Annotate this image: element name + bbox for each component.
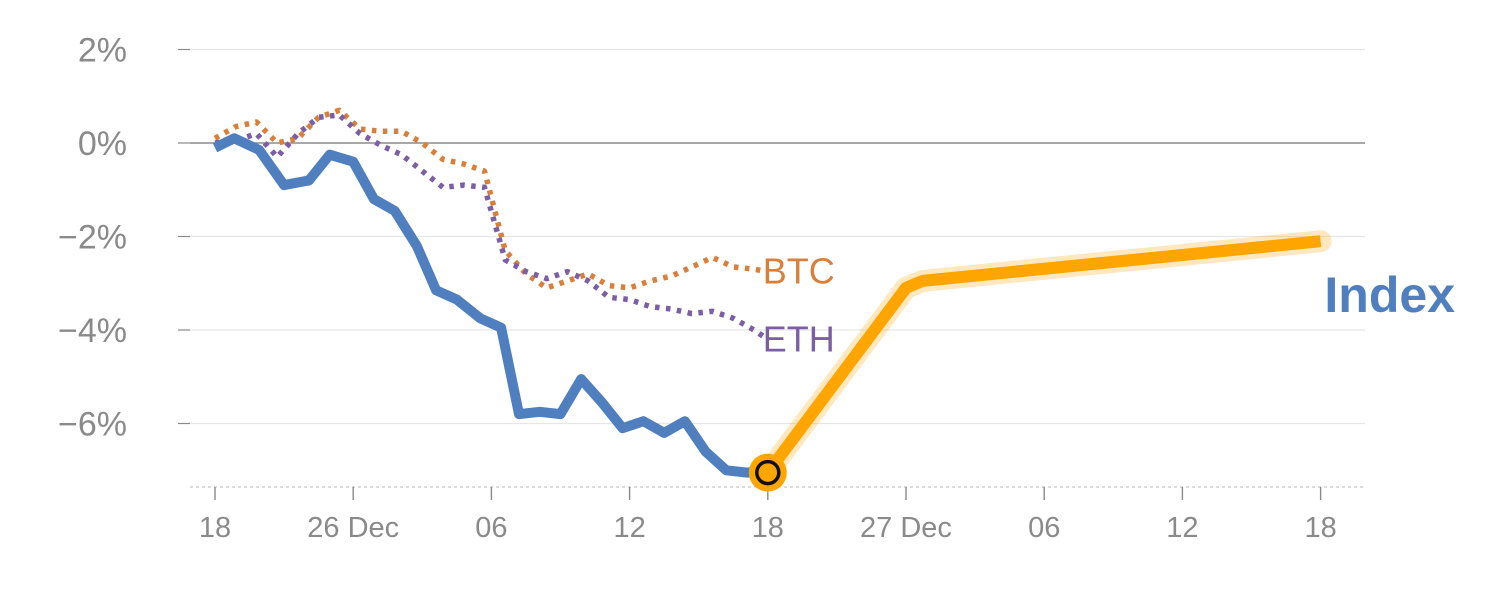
x-tick-label: 12	[1166, 512, 1198, 544]
x-tick-label: 18	[1304, 512, 1336, 544]
y-tick-label: −2%	[58, 219, 127, 257]
x-tick-label: 06	[1028, 512, 1060, 544]
eth-line	[214, 112, 770, 342]
x-tick-label: 18	[752, 512, 784, 544]
y-tick-label: −6%	[58, 406, 127, 444]
x-tick-label: 18	[199, 512, 231, 544]
x-tick-label: 27 Dec	[860, 512, 952, 544]
x-tick-label: 26 Dec	[307, 512, 399, 544]
eth-series-label: ETH	[763, 318, 835, 359]
labels: Index BTC ETH	[763, 251, 1455, 360]
y-tick-label: −4%	[58, 312, 127, 350]
grid-lines	[190, 48, 1365, 425]
junction-marker	[755, 459, 781, 486]
btc-line	[213, 107, 769, 291]
index-series-label: Index	[1324, 267, 1455, 323]
marker-layer	[748, 453, 787, 492]
projection-line	[762, 235, 1322, 477]
index-line	[212, 133, 769, 478]
y-tick-label: 0%	[78, 125, 127, 163]
btc-series-label: BTC	[763, 251, 835, 292]
axes: 2% 0% −2% −4% −6% 18 26 Dec 06 12 18 27 Dec 06 12 18	[58, 32, 1365, 544]
x-tick-label: 06	[475, 512, 507, 544]
series-lines	[212, 107, 1332, 484]
y-tick-label: 2%	[78, 32, 127, 70]
x-tick-label: 12	[613, 512, 645, 544]
